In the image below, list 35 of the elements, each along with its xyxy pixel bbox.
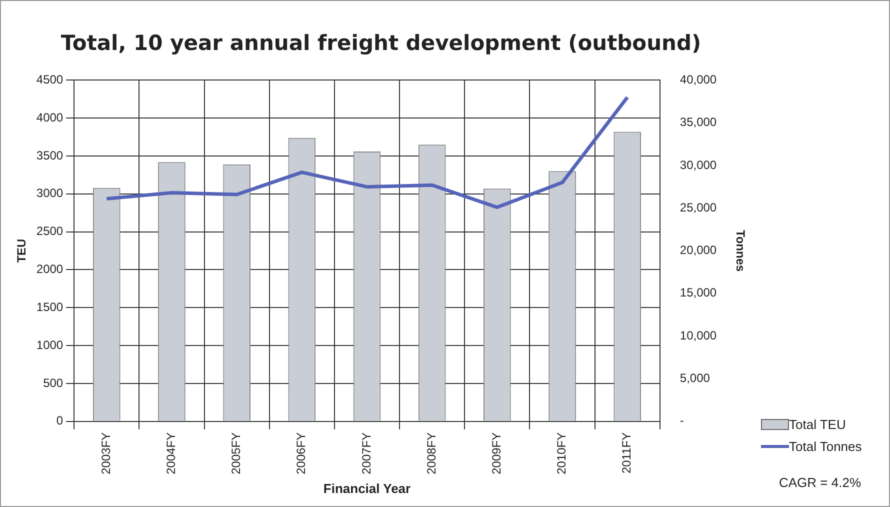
y2-axis-title: Tonnes [733, 230, 748, 272]
text: CAGR = 4.2% [779, 475, 862, 490]
x-tick-label: 2007FY [359, 432, 374, 474]
y2-tick-label: 20,000 [680, 243, 717, 258]
x-axis-title: Financial Year [323, 480, 411, 496]
y2-tick-label: 35,000 [680, 115, 717, 130]
y-tick-label: 0 [56, 414, 64, 428]
y-tick-label: 4500 [36, 72, 64, 87]
x-tick-label: 2011FY [620, 432, 634, 474]
y2-tick-label: 10,000 [680, 328, 717, 342]
x-tick-label: 2005FY [229, 432, 244, 474]
y-tick-label: 500 [43, 376, 64, 390]
y-tick-label: 1000 [36, 338, 64, 352]
y-tick-label: 2500 [36, 224, 64, 238]
legend-label: Total Tonnes [789, 438, 862, 454]
x-tick-label: 2003FY [98, 432, 113, 474]
x-tick-label: 2004FY [164, 432, 178, 474]
y-tick-label: 2000 [36, 262, 64, 276]
y-axis-title: TEU [14, 238, 29, 263]
y2-tick-label: 40,000 [680, 72, 717, 87]
x-tick-label: 2006FY [294, 432, 308, 474]
y2-tick-label: 25,000 [680, 200, 717, 214]
y2-tick-label: 30,000 [680, 158, 717, 172]
x-tick-label: 2010FY [554, 432, 569, 474]
x-tick-label: 2009FY [489, 432, 504, 474]
y-tick-label: 3000 [36, 186, 64, 200]
chart-title: Total, 10 year annual freight development (outbound) [60, 31, 702, 55]
x-tick-label: 2008FY [424, 432, 438, 474]
legend-label: Total TEU [789, 416, 846, 432]
y2-tick-label: 5,000 [680, 371, 710, 386]
y2-tick-label: - [680, 414, 684, 428]
y-tick-label: 3500 [36, 148, 64, 162]
y2-tick-label: 15,000 [680, 286, 717, 300]
y-tick-label: 1500 [36, 300, 64, 314]
y-tick-label: 4000 [36, 110, 64, 124]
